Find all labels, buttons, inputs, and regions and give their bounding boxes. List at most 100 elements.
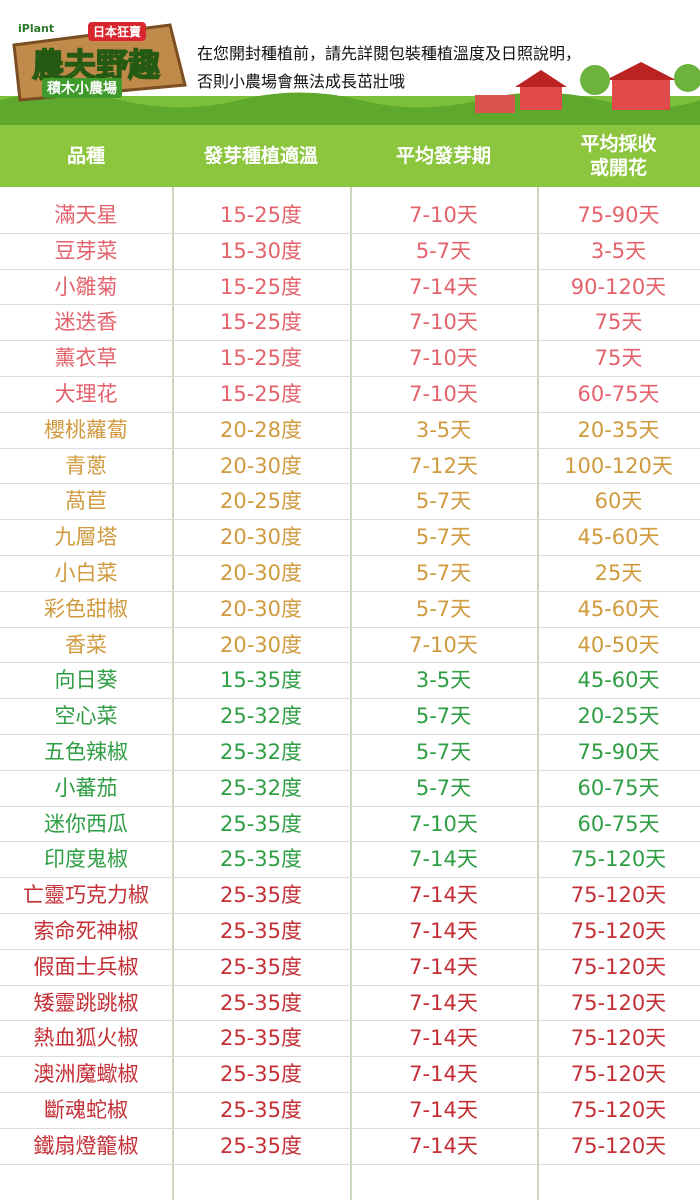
row-rule <box>0 519 700 521</box>
table-cell: 7-14天 <box>409 883 478 908</box>
table-cell: 7-14天 <box>409 990 478 1015</box>
column-rule <box>350 187 352 1200</box>
table-cell: 15-25度 <box>219 203 303 227</box>
row-rule <box>0 769 700 771</box>
row-rule <box>0 662 700 664</box>
table-cell: 3-5天 <box>415 668 472 693</box>
table-cell: 5-7天 <box>415 525 472 550</box>
table-cell: 5-7天 <box>415 704 472 729</box>
table-cell: 向日葵 <box>54 668 118 693</box>
table-cell: 25-35度 <box>219 1062 303 1087</box>
table-cell: 25-35度 <box>219 919 303 943</box>
table-cell: 7-10天 <box>409 203 478 227</box>
house <box>475 95 515 113</box>
row-rule <box>0 447 700 449</box>
table-cell: 75-120天 <box>570 1098 667 1122</box>
table-cell: 75-120天 <box>570 1133 667 1158</box>
table-cell: 45-60天 <box>577 596 660 621</box>
table-cell: 60-75天 <box>577 811 660 836</box>
table-cell: 15-35度 <box>219 668 303 693</box>
table-cell: 60天 <box>594 489 643 514</box>
table-cell: 60-75天 <box>577 775 660 800</box>
badge: 日本狂賣 <box>88 22 147 41</box>
table-cell: 亡靈巧克力椒 <box>23 883 149 908</box>
table-cell: 20-28度 <box>219 417 303 442</box>
table-cell: 75-120天 <box>570 847 667 872</box>
table-cell: 5-7天 <box>415 238 472 263</box>
table-cell: 75-120天 <box>570 990 667 1015</box>
notice-line: 在您開封種植前，請先詳閱包裝種植溫度及日照說明， <box>197 44 582 63</box>
table-cell: 5-7天 <box>415 489 472 514</box>
row-rule <box>0 948 700 950</box>
column-header: 品種 <box>66 145 105 167</box>
column-rule <box>172 187 174 1200</box>
row-rule <box>0 232 700 234</box>
table-cell: 75天 <box>594 346 643 371</box>
table-cell: 青蔥 <box>65 453 107 478</box>
table-cell: 7-14天 <box>409 1026 478 1051</box>
table-cell: 40-50天 <box>577 632 660 657</box>
row-rule <box>0 913 700 914</box>
table-cell: 75-120天 <box>570 919 667 943</box>
table-cell: 60-75天 <box>577 382 660 406</box>
table-cell: 20-25度 <box>219 489 303 514</box>
table-cell: 彩色甜椒 <box>44 596 128 621</box>
table-cell: 斷魂蛇椒 <box>44 1098 128 1122</box>
roof <box>515 70 567 87</box>
column-header: 平均發芽期 <box>395 145 491 167</box>
table-cell: 75-120天 <box>570 954 667 979</box>
row-rule <box>0 877 700 879</box>
table-cell: 櫻桃蘿蔔 <box>44 417 128 442</box>
row-rule <box>0 626 700 628</box>
table-cell: 15-25度 <box>219 310 303 335</box>
table-cell: 假面士兵椒 <box>33 954 139 979</box>
table-cell: 香菜 <box>65 632 107 657</box>
table-cell: 3-5天 <box>415 417 472 442</box>
table: 品種 發芽種植適溫 平均發芽期 平均採收 或開花 滿天星 15-25度 7-10天 75-90… <box>0 125 700 1200</box>
table-cell: 迷你西瓜 <box>44 811 128 836</box>
notice-line: 否則小農場會無法成長茁壯哦 <box>197 72 406 91</box>
table-cell: 7-14天 <box>409 1098 478 1122</box>
table-cell: 90-120天 <box>570 274 667 299</box>
table-cell: 20-35天 <box>577 417 660 442</box>
table-cell: 空心菜 <box>54 704 118 729</box>
table-cell: 小白菜 <box>54 561 118 585</box>
tree <box>674 64 700 92</box>
row-rule <box>0 1163 700 1165</box>
table-cell: 薰衣草 <box>54 346 118 371</box>
table-cell: 熱血狐火椒 <box>33 1026 139 1051</box>
table-cell: 25-32度 <box>219 775 303 800</box>
table-cell: 25-32度 <box>219 740 303 764</box>
table-cell: 45-60天 <box>577 525 660 550</box>
table-cell: 7-10天 <box>409 811 478 836</box>
column-rule <box>537 187 539 1200</box>
table-cell: 7-12天 <box>409 453 478 478</box>
table-cell: 5-7天 <box>415 561 472 585</box>
row-rule <box>0 340 700 342</box>
table-cell: 小雛菊 <box>54 274 118 299</box>
table-cell: 3-5天 <box>590 238 647 263</box>
row-rule <box>0 734 700 735</box>
table-cell: 25-35度 <box>219 883 303 908</box>
row-rule <box>0 555 700 556</box>
row-rule <box>0 841 700 843</box>
column-header: 平均採收 或開花 <box>580 133 657 179</box>
table-cell: 矮靈跳跳椒 <box>33 990 139 1015</box>
table-cell: 20-30度 <box>219 632 303 657</box>
table-cell: 75-120天 <box>570 1026 667 1051</box>
table-cell: 15-30度 <box>219 238 303 263</box>
table-cell: 澳洲魔蠍椒 <box>33 1062 139 1087</box>
table-cell: 20-30度 <box>219 453 303 478</box>
table-cell: 25-35度 <box>219 954 303 979</box>
tree <box>580 65 610 95</box>
table-cell: 15-25度 <box>219 346 303 371</box>
row-rule <box>0 1127 700 1129</box>
table-cell: 100-120天 <box>564 453 673 478</box>
table-cell: 75-120天 <box>570 1062 667 1087</box>
table-cell: 小蕃茄 <box>54 775 118 800</box>
table-cell: 萵苣 <box>65 489 107 514</box>
logo-subtitle: 積木小農場 <box>42 78 122 98</box>
table-cell: 五色辣椒 <box>44 740 128 764</box>
house <box>612 78 670 110</box>
row-rule <box>0 1056 700 1058</box>
